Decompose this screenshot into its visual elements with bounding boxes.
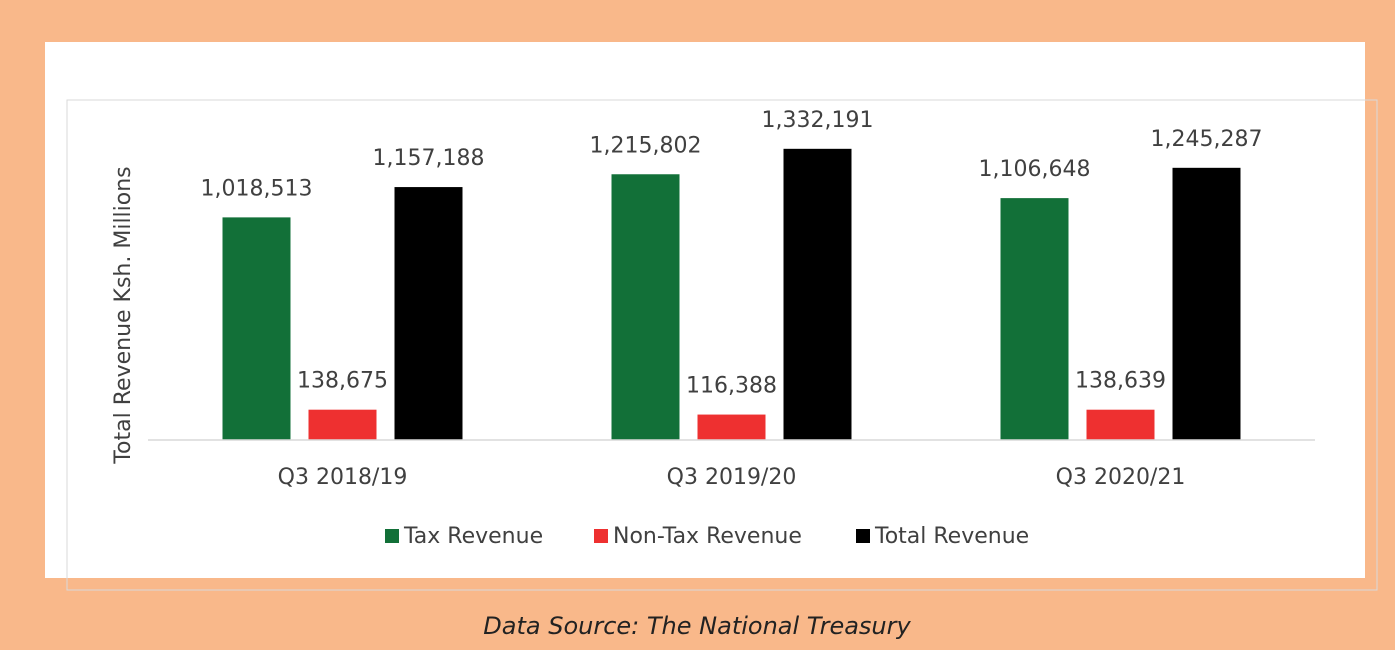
data-label: 116,388 (686, 374, 777, 399)
x-tick-label: Q3 2019/20 (667, 465, 797, 490)
x-tick-label: Q3 2020/21 (1056, 465, 1186, 490)
data-label: 1,157,188 (373, 146, 485, 171)
source: Data Source: The National Treasury (483, 612, 911, 640)
legend-label: Non-Tax Revenue (613, 524, 802, 549)
y-axis-label: Total Revenue Ksh. Millions (111, 166, 136, 464)
bar (1172, 167, 1241, 440)
data-label: 1,018,513 (201, 176, 313, 201)
bar (783, 148, 852, 440)
data-label: 1,332,191 (762, 108, 874, 133)
legend-swatch (856, 529, 870, 543)
bar (308, 409, 377, 440)
bar (611, 174, 680, 440)
bar (222, 217, 291, 440)
legend-swatch (594, 529, 608, 543)
data-label: 1,106,648 (979, 157, 1091, 182)
bar (697, 414, 766, 440)
x-tick-label: Q3 2018/19 (278, 465, 408, 490)
chart-border (66, 99, 1378, 591)
bar (1000, 198, 1069, 440)
data-label: 138,675 (297, 369, 388, 394)
legend-label: Tax Revenue (403, 524, 543, 549)
bar (394, 187, 463, 440)
legend-label: Total Revenue (874, 524, 1029, 549)
legend-swatch (385, 529, 399, 543)
data-label: 138,639 (1075, 369, 1166, 394)
data-label: 1,215,802 (590, 133, 702, 158)
data-label: 1,245,287 (1151, 127, 1263, 152)
bar (1086, 409, 1155, 440)
